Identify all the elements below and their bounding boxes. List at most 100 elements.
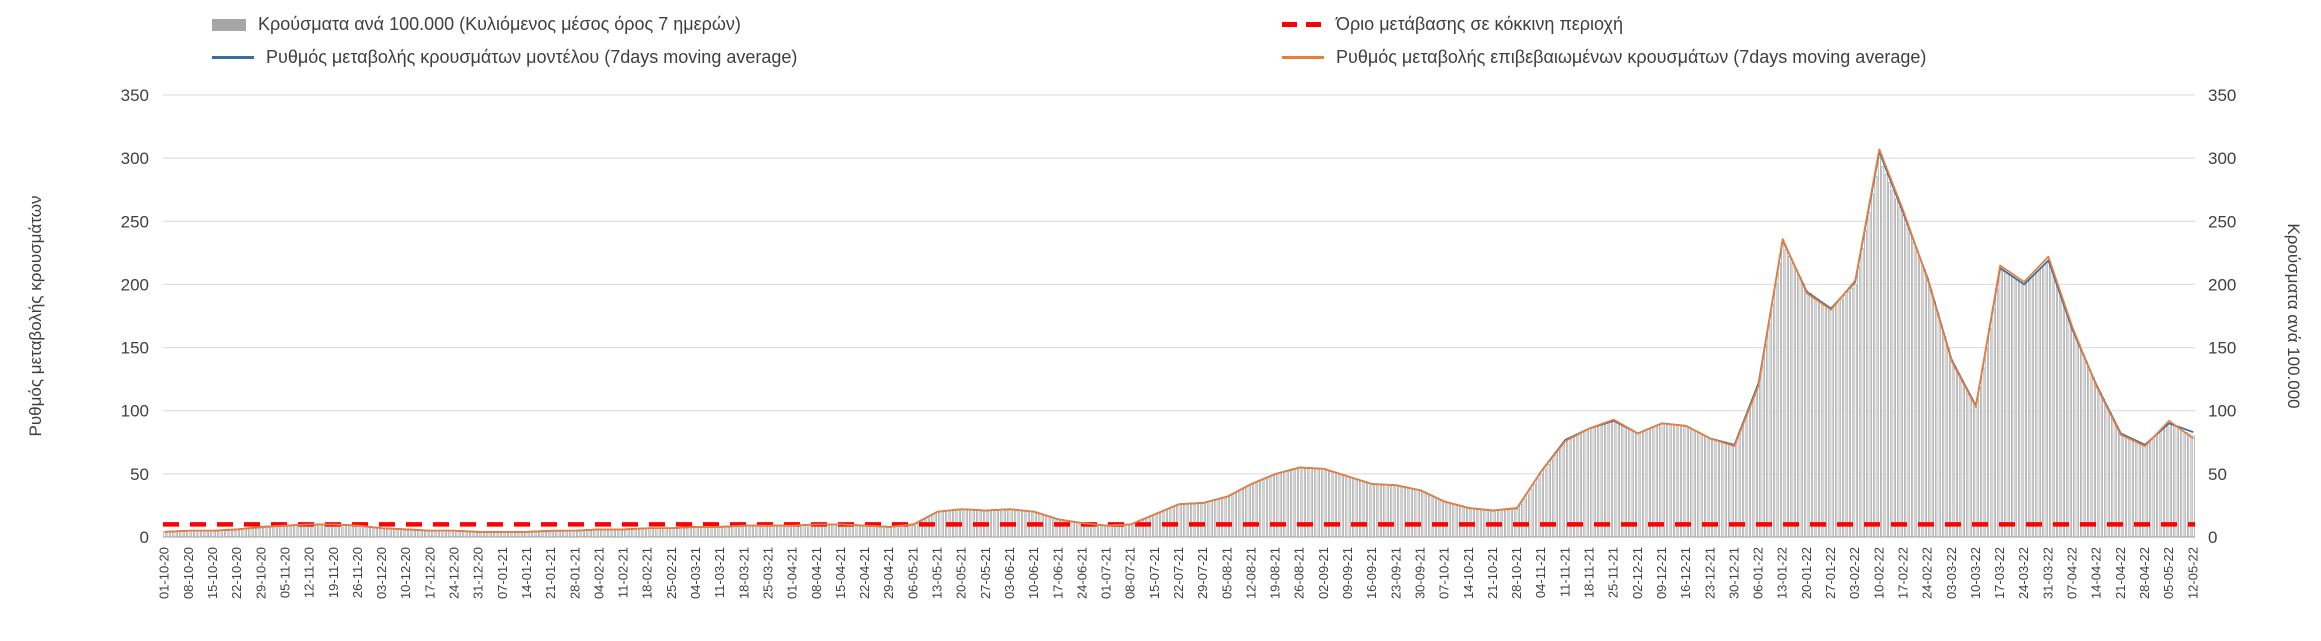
svg-text:03-06-21: 03-06-21: [1002, 547, 1017, 599]
svg-text:02-12-21: 02-12-21: [1630, 547, 1645, 599]
svg-text:28-01-21: 28-01-21: [567, 547, 582, 599]
svg-text:24-12-20: 24-12-20: [447, 547, 462, 599]
svg-text:15-10-20: 15-10-20: [205, 547, 220, 599]
svg-text:24-02-22: 24-02-22: [1920, 547, 1935, 599]
svg-text:300: 300: [121, 149, 149, 168]
svg-text:25-02-21: 25-02-21: [664, 547, 679, 599]
svg-text:0: 0: [2208, 528, 2217, 547]
legend-label-confirmed-rate: Ρυθμός μεταβολής επιβεβαιωμένων κρουσμάτ…: [1336, 47, 1927, 67]
svg-text:150: 150: [121, 339, 149, 358]
svg-text:10-02-22: 10-02-22: [1871, 547, 1886, 599]
svg-text:21-10-21: 21-10-21: [1485, 547, 1500, 599]
red-dashed-swatch-icon: [1282, 22, 1324, 27]
svg-text:350: 350: [121, 86, 149, 105]
svg-text:08-10-20: 08-10-20: [181, 547, 196, 599]
svg-text:29-07-21: 29-07-21: [1195, 547, 1210, 599]
svg-text:09-12-21: 09-12-21: [1654, 547, 1669, 599]
svg-text:29-10-20: 29-10-20: [253, 547, 268, 599]
svg-text:16-12-21: 16-12-21: [1678, 547, 1693, 599]
svg-text:16-09-21: 16-09-21: [1364, 547, 1379, 599]
svg-text:26-08-21: 26-08-21: [1292, 547, 1307, 599]
svg-text:200: 200: [121, 275, 149, 294]
svg-text:03-02-22: 03-02-22: [1847, 547, 1862, 599]
svg-text:07-04-22: 07-04-22: [2065, 547, 2080, 599]
svg-text:28-10-21: 28-10-21: [1509, 547, 1524, 599]
svg-text:04-11-21: 04-11-21: [1533, 547, 1548, 598]
svg-text:11-11-21: 11-11-21: [1557, 547, 1572, 597]
svg-text:200: 200: [2208, 275, 2236, 294]
legend-item-confirmed-rate: Ρυθμός μεταβολής επιβεβαιωμένων κρουσμάτ…: [1282, 47, 1926, 68]
svg-text:05-05-22: 05-05-22: [2161, 547, 2176, 599]
svg-text:18-03-21: 18-03-21: [736, 547, 751, 599]
svg-text:18-02-21: 18-02-21: [640, 547, 655, 599]
svg-text:30-09-21: 30-09-21: [1412, 547, 1427, 599]
svg-text:31-12-20: 31-12-20: [471, 547, 486, 599]
svg-text:13-01-22: 13-01-22: [1775, 547, 1790, 599]
svg-text:0: 0: [140, 528, 149, 547]
svg-text:10-03-22: 10-03-22: [1968, 547, 1983, 599]
svg-text:21-01-21: 21-01-21: [543, 547, 558, 599]
svg-text:14-01-21: 14-01-21: [519, 547, 534, 599]
svg-text:12-11-20: 12-11-20: [302, 547, 317, 598]
svg-text:250: 250: [121, 212, 149, 231]
svg-text:19-08-21: 19-08-21: [1268, 547, 1283, 599]
svg-text:02-09-21: 02-09-21: [1316, 547, 1331, 599]
svg-text:25-11-21: 25-11-21: [1606, 547, 1621, 598]
svg-text:26-11-20: 26-11-20: [350, 547, 365, 598]
svg-text:30-12-21: 30-12-21: [1726, 547, 1741, 599]
legend-label-model-rate: Ρυθμός μεταβολής κρουσμάτων μοντέλου (7d…: [266, 47, 798, 67]
svg-text:17-12-20: 17-12-20: [422, 547, 437, 599]
blue-line-swatch-icon: [212, 56, 254, 59]
svg-text:06-01-22: 06-01-22: [1751, 547, 1766, 599]
svg-text:01-04-21: 01-04-21: [785, 547, 800, 599]
svg-text:04-03-21: 04-03-21: [688, 547, 703, 599]
svg-text:21-04-22: 21-04-22: [2113, 547, 2128, 599]
svg-text:12-05-22: 12-05-22: [2185, 547, 2200, 599]
svg-text:20-01-22: 20-01-22: [1799, 547, 1814, 599]
svg-text:14-10-21: 14-10-21: [1461, 547, 1476, 599]
svg-text:350: 350: [2208, 86, 2236, 105]
svg-text:12-08-21: 12-08-21: [1243, 547, 1258, 599]
svg-text:23-12-21: 23-12-21: [1702, 547, 1717, 599]
legend-item-model-rate: Ρυθμός μεταβολής κρουσμάτων μοντέλου (7d…: [212, 47, 797, 68]
svg-text:50: 50: [130, 465, 149, 484]
svg-text:01-07-21: 01-07-21: [1099, 547, 1114, 599]
svg-text:07-01-21: 07-01-21: [495, 547, 510, 599]
svg-text:15-04-21: 15-04-21: [833, 547, 848, 599]
svg-text:10-12-20: 10-12-20: [398, 547, 413, 599]
legend-item-cases-per-100k: Κρούσματα ανά 100.000 (Κυλιόμενος μέσος …: [212, 14, 741, 35]
svg-text:28-04-22: 28-04-22: [2137, 547, 2152, 599]
svg-text:250: 250: [2208, 212, 2236, 231]
orange-line-swatch-icon: [1282, 56, 1324, 59]
svg-text:08-07-21: 08-07-21: [1123, 547, 1138, 599]
svg-text:11-03-21: 11-03-21: [712, 547, 727, 598]
svg-text:10-06-21: 10-06-21: [1026, 547, 1041, 599]
svg-text:09-09-21: 09-09-21: [1340, 547, 1355, 599]
svg-text:03-03-22: 03-03-22: [1944, 547, 1959, 599]
svg-text:29-04-21: 29-04-21: [881, 547, 896, 599]
svg-text:15-07-21: 15-07-21: [1147, 547, 1162, 599]
svg-text:13-05-21: 13-05-21: [930, 547, 945, 599]
svg-text:14-04-22: 14-04-22: [2089, 547, 2104, 599]
legend-label-red-threshold: Όριο μετάβασης σε κόκκινη περιοχή: [1336, 14, 1624, 34]
svg-text:18-11-21: 18-11-21: [1582, 547, 1597, 598]
svg-text:22-10-20: 22-10-20: [229, 547, 244, 599]
svg-text:24-06-21: 24-06-21: [1074, 547, 1089, 599]
svg-text:03-12-20: 03-12-20: [374, 547, 389, 599]
svg-text:17-02-22: 17-02-22: [1895, 547, 1910, 599]
svg-text:23-09-21: 23-09-21: [1388, 547, 1403, 599]
svg-text:27-01-22: 27-01-22: [1823, 547, 1838, 599]
legend-item-red-threshold: Όριο μετάβασης σε κόκκινη περιοχή: [1282, 14, 1623, 35]
svg-text:08-04-21: 08-04-21: [809, 547, 824, 599]
svg-text:01-10-20: 01-10-20: [157, 547, 172, 599]
svg-text:24-03-22: 24-03-22: [2016, 547, 2031, 599]
bar-swatch-icon: [212, 18, 246, 31]
svg-text:19-11-20: 19-11-20: [326, 547, 341, 598]
svg-text:27-05-21: 27-05-21: [978, 547, 993, 599]
svg-text:22-04-21: 22-04-21: [857, 547, 872, 599]
svg-text:05-11-20: 05-11-20: [277, 547, 292, 598]
svg-text:07-10-21: 07-10-21: [1437, 547, 1452, 599]
svg-text:06-05-21: 06-05-21: [905, 547, 920, 599]
